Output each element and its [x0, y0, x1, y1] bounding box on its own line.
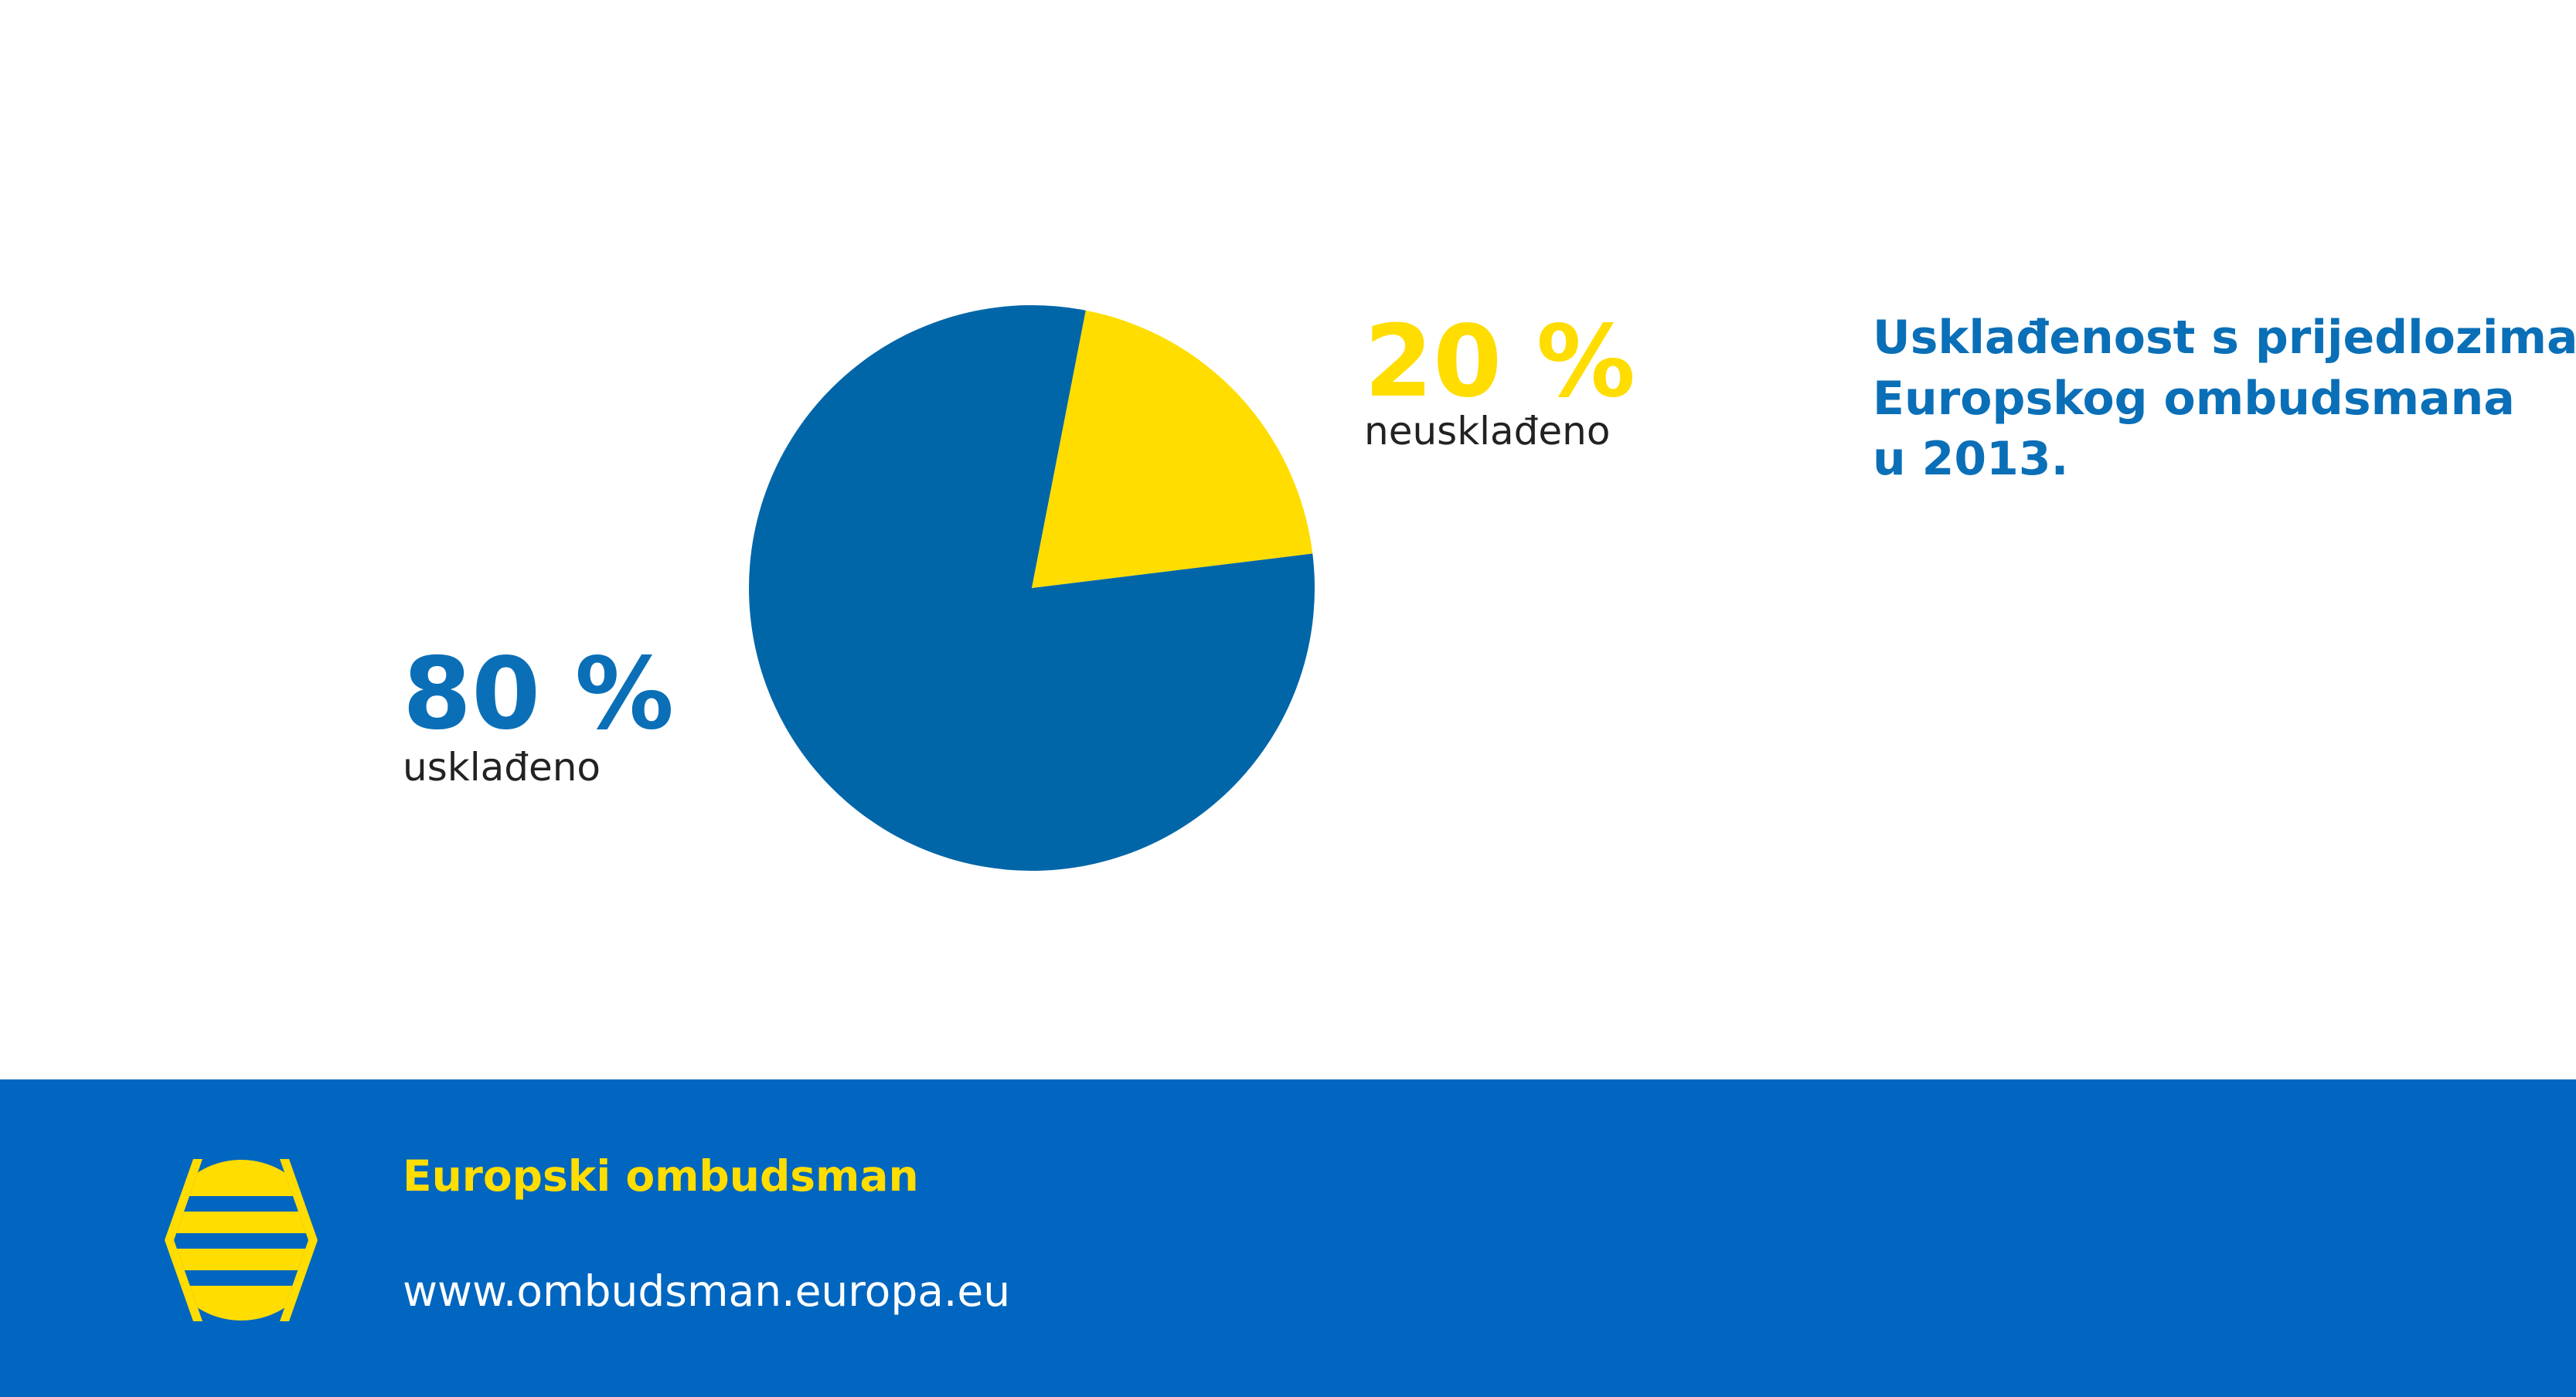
- value-label: 20 %: [1364, 304, 1635, 420]
- pie: [749, 304, 1315, 871]
- logo: [155, 1159, 332, 1321]
- footer-organization: Europski ombudsman: [403, 1151, 919, 1201]
- category-label: usklađeno: [403, 745, 601, 790]
- category-label: neusklađeno: [1364, 409, 1610, 454]
- title-line: Europskog ombudsmana: [1873, 372, 2515, 426]
- footer-url: www.ombudsman.europa.eu: [403, 1266, 1010, 1316]
- value-label: 80 %: [403, 637, 674, 752]
- footer-band: [0, 1079, 2576, 1397]
- pie-slice: [1032, 310, 1313, 588]
- pie-slice: [749, 304, 1315, 871]
- title-line: u 2013.: [1873, 432, 2068, 486]
- title-line: Usklađenost s prijedlozima: [1873, 311, 2576, 365]
